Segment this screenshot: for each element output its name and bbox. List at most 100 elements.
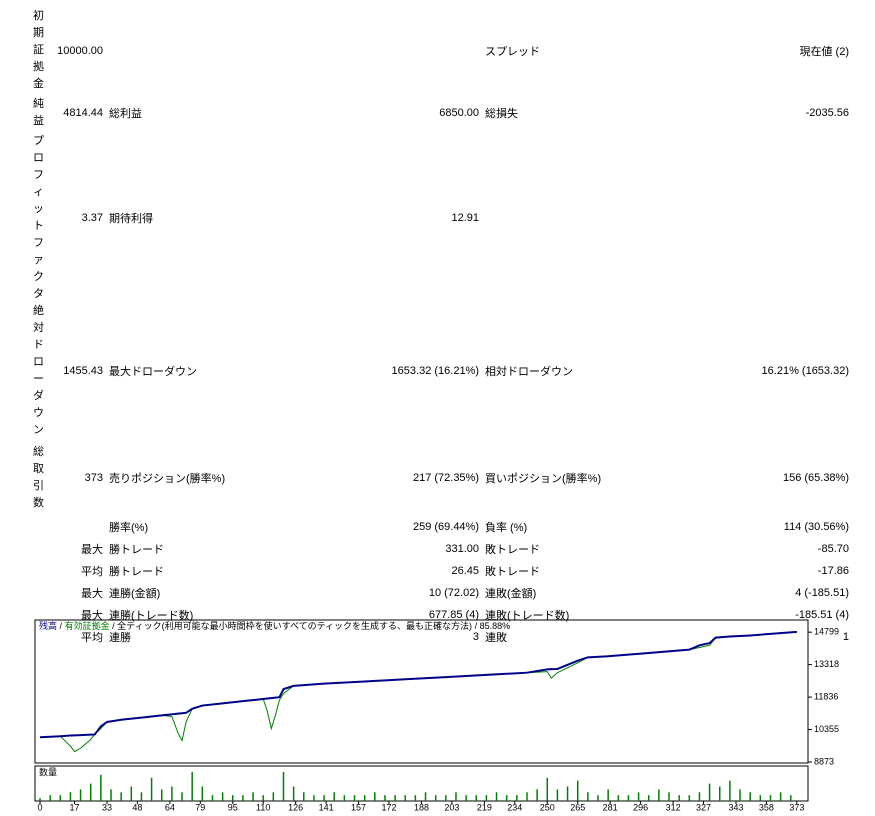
volume-bar bbox=[252, 792, 254, 801]
table-cell: プロフィットファクタ bbox=[33, 135, 44, 300]
x-tick-label: 296 bbox=[633, 802, 648, 812]
x-tick-label: 188 bbox=[414, 802, 429, 812]
table-cell: 総利益 bbox=[109, 108, 142, 120]
volume-bar bbox=[688, 795, 691, 801]
table-cell: 純益 bbox=[33, 98, 44, 127]
volume-bar bbox=[242, 795, 244, 801]
volume-bar bbox=[749, 792, 751, 801]
x-tick-label: 157 bbox=[351, 802, 366, 812]
table-cell bbox=[309, 8, 485, 93]
volume-bar bbox=[434, 795, 437, 801]
y-tick-label: 8873 bbox=[814, 756, 834, 766]
table-cell bbox=[485, 133, 665, 303]
table-cell: 勝率(%) bbox=[109, 522, 149, 534]
x-tick-label: 373 bbox=[789, 802, 804, 812]
table-row: プロフィットファクタ 3.37 期待利得 12.91 bbox=[33, 133, 849, 303]
report-table: 初期証拠金 10000.00 スプレッド 現在値 (2) 純益 4814.44 総利益 685… bbox=[33, 8, 849, 648]
table-cell: 3 bbox=[472, 631, 479, 643]
volume-bar bbox=[140, 792, 143, 801]
volume-bar bbox=[495, 792, 498, 801]
volume-bar bbox=[333, 792, 335, 801]
table-cell: 初期証拠金 bbox=[33, 10, 44, 90]
table-row: 総取引数 373 売りポジション(勝率%) 217 (72.35%) 買いポジション(勝… bbox=[33, 439, 849, 516]
table-cell: 連敗(トレード数) bbox=[485, 610, 570, 622]
series-line bbox=[39, 630, 797, 739]
volume-bar bbox=[637, 792, 640, 801]
table-cell: 最大 bbox=[81, 544, 103, 556]
volume-bar bbox=[668, 792, 670, 801]
table-cell: 負率 (%) bbox=[485, 522, 528, 534]
volume-bar bbox=[658, 789, 660, 801]
volume-bar bbox=[404, 795, 406, 801]
volume-bar bbox=[343, 795, 346, 801]
volume-bar bbox=[779, 792, 782, 801]
volume-bar bbox=[303, 792, 305, 801]
table-cell: 114 (30.56%) bbox=[783, 521, 849, 533]
table-cell: 最大ドローダウン bbox=[109, 366, 197, 378]
table-cell: -185.51 (4) bbox=[795, 609, 849, 621]
table-cell: 1653.32 (16.21%) bbox=[391, 365, 479, 377]
table-cell: 絶対ドローダウン bbox=[33, 305, 44, 436]
volume-bar bbox=[465, 795, 467, 801]
volume-bar bbox=[363, 795, 366, 801]
volume-bar bbox=[627, 795, 630, 801]
y-tick-label: 10355 bbox=[814, 724, 839, 734]
y-tick-label: 11836 bbox=[814, 691, 838, 701]
volume-bar bbox=[759, 795, 762, 801]
volume-bar bbox=[576, 780, 579, 801]
volume-bar bbox=[171, 786, 173, 801]
table-cell: 4814.44 bbox=[63, 107, 103, 119]
table-cell: 連勝 bbox=[109, 632, 131, 644]
x-tick-label: 234 bbox=[507, 802, 522, 812]
volume-bar bbox=[597, 795, 599, 801]
table-cell: 連勝(金額) bbox=[109, 588, 161, 600]
volume-bar bbox=[556, 789, 559, 801]
x-tick-label: 110 bbox=[256, 802, 270, 812]
volume-bar bbox=[110, 789, 112, 801]
x-tick-label: 48 bbox=[132, 802, 142, 812]
table-cell: 総取引数 bbox=[33, 445, 44, 509]
table-cell: 1455.43 bbox=[63, 365, 103, 377]
volume-bar bbox=[313, 795, 315, 801]
table-cell bbox=[33, 538, 47, 560]
table-cell: 連敗 bbox=[485, 632, 507, 644]
x-tick-label: 343 bbox=[728, 802, 743, 812]
volume-bar bbox=[475, 795, 478, 801]
model: 全ティック(利用可能な最小時間枠を使いすべてのティックを生成する、最も正確な方法… bbox=[117, 620, 472, 631]
volume-bar bbox=[505, 795, 508, 801]
table-row: 最大 連勝(トレード数) 677.85 (4) 連敗(トレード数) -185.51 (4… bbox=[33, 604, 849, 626]
table-cell: 連敗(金額) bbox=[485, 588, 537, 600]
table-cell: 259 (69.44%) bbox=[412, 521, 479, 533]
volume-bar bbox=[526, 792, 528, 801]
table-cell bbox=[109, 8, 309, 93]
volume-bar bbox=[546, 777, 549, 801]
x-tick-label: 250 bbox=[540, 802, 555, 812]
volume-bar bbox=[69, 792, 72, 801]
quality: 85.88% bbox=[480, 621, 511, 631]
legend: 残高 / 有効証拠金 / 全ティック(利用可能な最小時間枠を使いすべてのティック… bbox=[39, 620, 510, 631]
volume-bar bbox=[120, 792, 122, 801]
separator: / bbox=[475, 621, 478, 631]
x-tick-label: 327 bbox=[696, 802, 711, 812]
volume-bar bbox=[323, 795, 325, 801]
table-row: 絶対ドローダウン 1455.43 最大ドローダウン 1653.32 (16.21%) 相… bbox=[33, 303, 849, 439]
volume-bar bbox=[698, 792, 701, 801]
plot-frame bbox=[34, 619, 809, 764]
x-tick-label: 312 bbox=[666, 802, 681, 812]
table-cell: 3.37 bbox=[81, 212, 103, 224]
volume-bar bbox=[191, 772, 193, 801]
table-cell bbox=[33, 582, 47, 604]
volume-label: 数量 bbox=[39, 766, 57, 777]
x-tick-label: 0 bbox=[37, 802, 42, 812]
volume-bar bbox=[292, 786, 295, 801]
table-cell: 6850.00 bbox=[439, 107, 479, 119]
x-tick-label: 281 bbox=[603, 802, 618, 812]
volume-bar bbox=[211, 795, 214, 801]
x-tick-label: 203 bbox=[444, 802, 459, 812]
y-tick-label: 13318 bbox=[814, 659, 839, 669]
table-cell: -2035.56 bbox=[805, 107, 849, 119]
x-tick-label: 219 bbox=[477, 802, 492, 812]
volume-bar bbox=[374, 792, 376, 801]
volume-bar bbox=[647, 795, 650, 801]
